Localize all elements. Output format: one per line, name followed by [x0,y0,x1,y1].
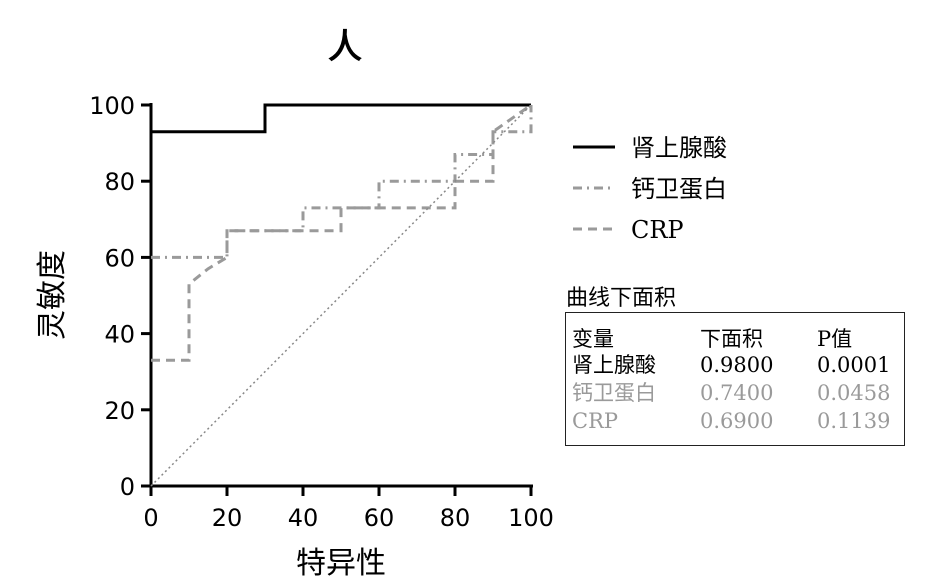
auc-row-p: 0.0458 [817,381,890,405]
y-tick-label: 60 [104,244,135,272]
auc-row-value: 0.7400 [700,381,773,405]
y-tick-label: 40 [104,321,135,349]
auc-row-value: 0.6900 [700,409,773,433]
legend-label: 肾上腺酸 [631,134,727,162]
x-tick-label: 40 [288,504,319,532]
y-axis-label: 灵敏度 [35,250,70,340]
y-tick-label: 100 [89,92,135,120]
y-tick-label: 20 [104,397,135,425]
auc-row-name: 钙卫蛋白 [572,381,656,405]
x-axis-label: 特异性 [296,546,386,581]
x-tick-label: 20 [212,504,243,532]
legend: 肾上腺酸钙卫蛋白 CRP [573,134,727,244]
y-tick-label: 0 [120,473,135,501]
auc-row-value: 0.9800 [700,353,773,377]
roc-line-3 [151,105,531,360]
auc-row-p: 0.0001 [817,353,890,377]
reference-diagonal-line [151,105,531,486]
auc-row-name: CRP [572,409,618,433]
x-tick-label: 80 [440,504,471,532]
auc-header-area: 下面积 [700,327,763,351]
roc-line-1 [151,105,531,132]
x-tick-label: 100 [508,504,554,532]
y-tick-label: 80 [104,168,135,196]
legend-label: CRP [631,216,684,244]
legend-label: 钙卫蛋白 [631,175,727,203]
plot-area: 0 20 40 60 80 100 0 20 40 60 80 100 [89,92,554,532]
x-tick-label: 60 [364,504,395,532]
auc-table: 变量 下面积 P值 肾上腺酸 0.9800 0.0001 钙卫蛋白 0.7400… [565,312,905,446]
auc-row-name: 肾上腺酸 [572,353,656,377]
auc-header-variable: 变量 [572,327,614,351]
x-tick-label: 0 [143,504,158,532]
chart-title: 人 [328,27,362,67]
auc-header-p: P值 [817,327,852,351]
auc-row-p: 0.1139 [817,409,890,433]
auc-table-title: 曲线下面积 [566,280,676,312]
